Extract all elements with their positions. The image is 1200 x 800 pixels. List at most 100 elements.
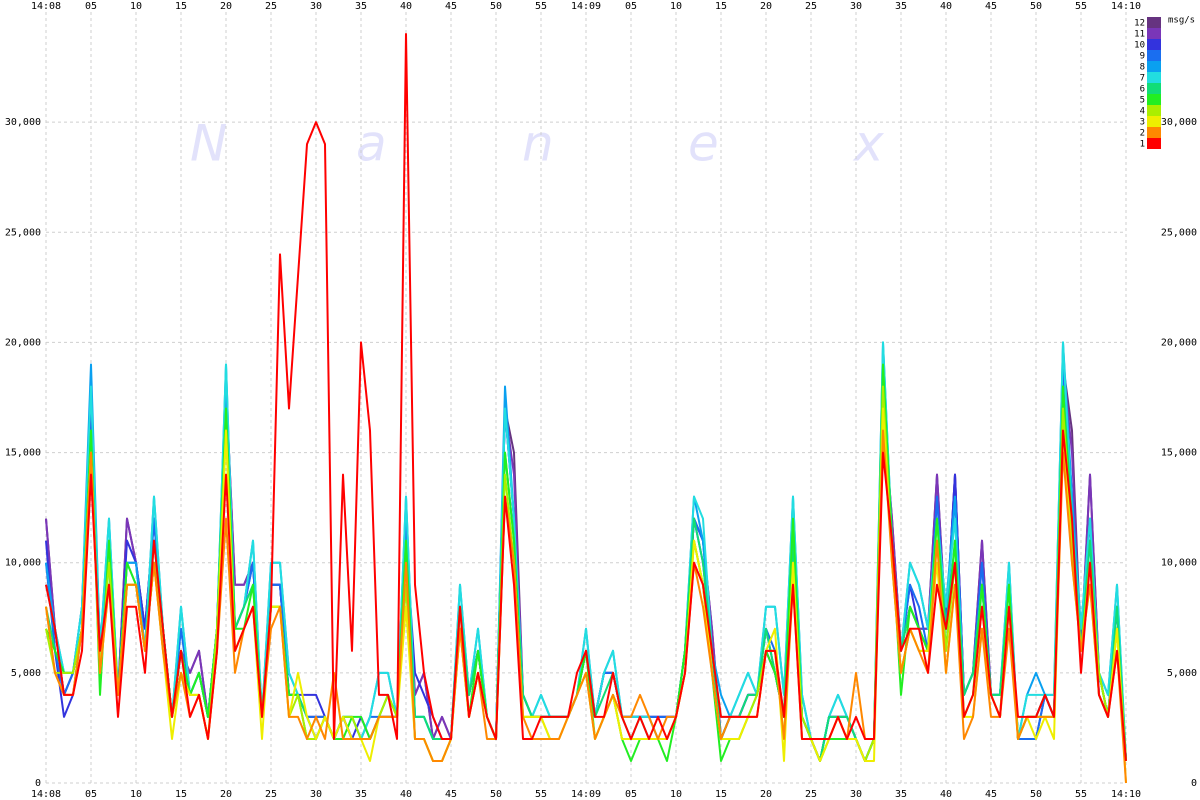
x-tick-label-top: 14:09 — [571, 1, 601, 12]
legend-swatch — [1147, 50, 1161, 61]
x-tick-label-bottom: 14:09 — [571, 789, 601, 800]
legend-label: 6 — [1140, 85, 1145, 95]
series-line — [45, 341, 1127, 762]
x-tick-label-bottom: 40 — [940, 789, 952, 800]
legend-label: 9 — [1140, 52, 1145, 62]
y-tick-label-left: 10,000 — [5, 558, 41, 569]
x-tick-label-top: 20 — [760, 1, 772, 12]
y-tick-label-right: 25,000 — [1161, 227, 1197, 238]
watermark-letter: N — [190, 115, 227, 173]
legend-title: msg/s — [1168, 16, 1195, 26]
legend-label: 5 — [1140, 96, 1145, 106]
x-tick-label-bottom: 35 — [355, 789, 367, 800]
legend-label: 11 — [1134, 30, 1145, 40]
x-tick-label-bottom: 30 — [310, 789, 322, 800]
x-tick-label-bottom: 30 — [850, 789, 862, 800]
lines — [45, 33, 1127, 784]
x-tick-label-top: 25 — [805, 1, 817, 12]
legend-swatch — [1147, 17, 1161, 28]
x-tick-label-bottom: 25 — [805, 789, 817, 800]
x-tick-label-bottom: 45 — [985, 789, 997, 800]
x-tick-label-top: 30 — [850, 1, 862, 12]
legend-label: 10 — [1134, 41, 1145, 51]
y-tick-label-right: 5,000 — [1167, 668, 1197, 679]
labels: 14:0814:08050510101515202025253030353540… — [5, 1, 1197, 800]
x-tick-label-top: 45 — [985, 1, 997, 12]
x-tick-label-top: 30 — [310, 1, 322, 12]
x-tick-label-top: 25 — [265, 1, 277, 12]
x-tick-label-bottom: 50 — [490, 789, 502, 800]
x-tick-label-bottom: 55 — [535, 789, 547, 800]
x-tick-label-bottom: 35 — [895, 789, 907, 800]
x-tick-label-top: 50 — [490, 1, 502, 12]
legend-label: 2 — [1140, 129, 1145, 139]
y-tick-label-right: 30,000 — [1161, 117, 1197, 128]
x-tick-label-bottom: 20 — [220, 789, 232, 800]
legend-swatch — [1147, 39, 1161, 50]
legend-label: 4 — [1140, 107, 1145, 117]
x-tick-label-bottom: 14:10 — [1111, 789, 1141, 800]
x-tick-label-bottom: 50 — [1030, 789, 1042, 800]
x-tick-label-bottom: 15 — [715, 789, 727, 800]
legend-swatch — [1147, 105, 1161, 116]
x-tick-label-bottom: 05 — [625, 789, 637, 800]
y-tick-label-right: 10,000 — [1161, 558, 1197, 569]
watermark-letter: n — [522, 115, 554, 173]
x-tick-label-top: 45 — [445, 1, 457, 12]
legend-swatch — [1147, 116, 1161, 127]
x-tick-label-bottom: 05 — [85, 789, 97, 800]
x-tick-label-top: 14:08 — [31, 1, 61, 12]
legend-label: 7 — [1140, 74, 1145, 84]
y-tick-label-left: 30,000 — [5, 117, 41, 128]
series-line — [45, 429, 1127, 784]
watermark-letter: x — [852, 115, 884, 173]
y-tick-label-right: 0 — [1191, 778, 1197, 789]
legend-swatch — [1147, 83, 1161, 94]
x-tick-label-top: 35 — [895, 1, 907, 12]
x-tick-label-top: 35 — [355, 1, 367, 12]
x-tick-label-top: 50 — [1030, 1, 1042, 12]
x-tick-label-bottom: 20 — [760, 789, 772, 800]
x-tick-label-bottom: 55 — [1075, 789, 1087, 800]
x-tick-label-top: 20 — [220, 1, 232, 12]
legend-swatch — [1147, 61, 1161, 72]
y-tick-label-left: 25,000 — [5, 227, 41, 238]
x-tick-label-top: 14:10 — [1111, 1, 1141, 12]
legend-label: 8 — [1140, 63, 1145, 73]
legend-swatch — [1147, 94, 1161, 105]
y-tick-label-right: 20,000 — [1161, 337, 1197, 348]
x-tick-label-top: 05 — [625, 1, 637, 12]
x-tick-label-bottom: 45 — [445, 789, 457, 800]
x-tick-label-top: 40 — [940, 1, 952, 12]
x-tick-label-bottom: 25 — [265, 789, 277, 800]
legend-swatch — [1147, 72, 1161, 83]
legend-swatch — [1147, 138, 1161, 149]
y-tick-label-left: 0 — [35, 778, 41, 789]
x-tick-label-top: 55 — [535, 1, 547, 12]
legend-label: 3 — [1140, 118, 1145, 128]
x-tick-label-top: 40 — [400, 1, 412, 12]
legend-swatch — [1147, 127, 1161, 138]
y-tick-label-left: 5,000 — [11, 668, 41, 679]
x-tick-label-top: 10 — [670, 1, 682, 12]
legend-swatch — [1147, 28, 1161, 39]
x-tick-label-top: 55 — [1075, 1, 1087, 12]
x-tick-label-bottom: 40 — [400, 789, 412, 800]
watermark-letter: e — [688, 115, 719, 173]
y-tick-label-left: 20,000 — [5, 337, 41, 348]
x-tick-label-top: 10 — [130, 1, 142, 12]
x-tick-label-bottom: 10 — [670, 789, 682, 800]
x-tick-label-top: 05 — [85, 1, 97, 12]
y-tick-label-right: 15,000 — [1161, 448, 1197, 459]
legend-label: 12 — [1134, 19, 1145, 29]
y-tick-label-left: 15,000 — [5, 448, 41, 459]
series-line — [45, 33, 1127, 762]
legend-label: 1 — [1140, 140, 1145, 150]
x-tick-label-top: 15 — [715, 1, 727, 12]
x-tick-label-bottom: 15 — [175, 789, 187, 800]
